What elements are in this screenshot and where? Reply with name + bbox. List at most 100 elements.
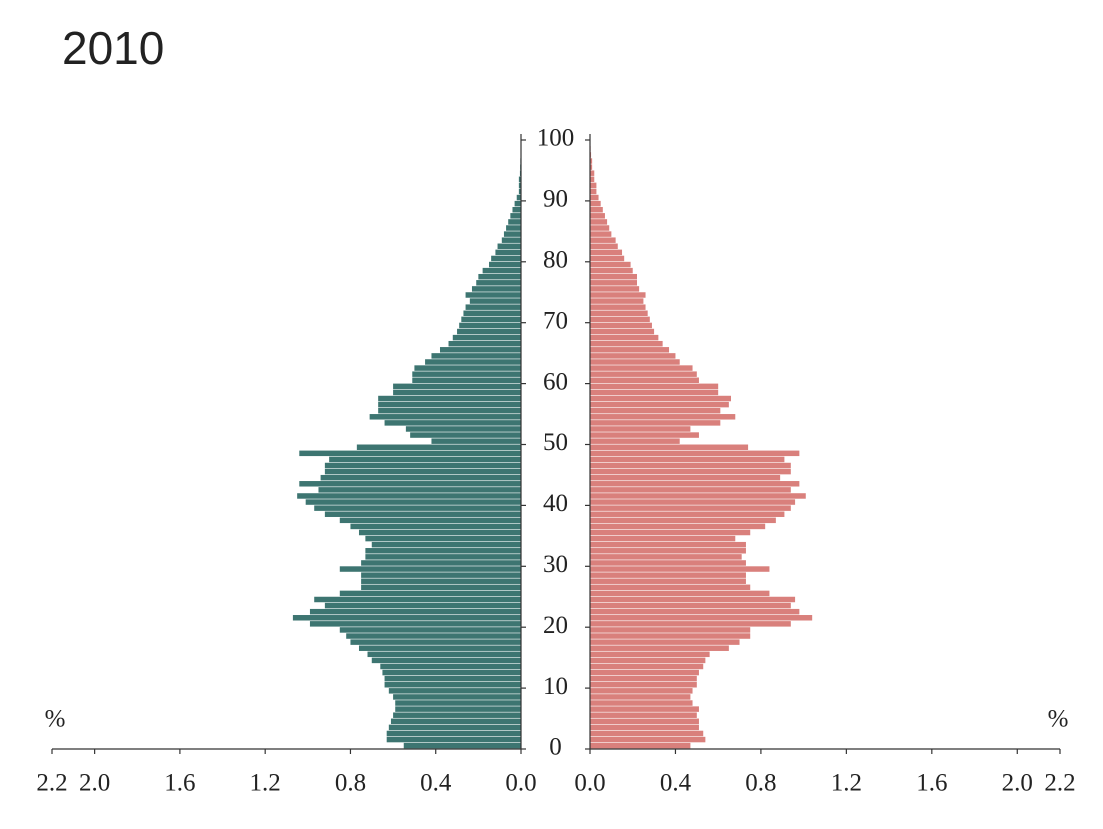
- bar: [590, 176, 595, 183]
- bar: [590, 231, 612, 237]
- bar: [471, 286, 521, 292]
- bar: [457, 328, 521, 335]
- x-tick-label: 2.2: [1044, 770, 1075, 797]
- y-tick-label: 100: [537, 125, 575, 152]
- bar: [590, 511, 785, 517]
- bar: [309, 621, 521, 627]
- bar: [590, 529, 751, 536]
- bar: [590, 535, 736, 542]
- bar: [590, 742, 691, 749]
- bar: [501, 237, 521, 243]
- bar: [590, 700, 693, 706]
- bar: [365, 554, 521, 560]
- bar: [590, 639, 740, 645]
- bar: [371, 657, 521, 664]
- bar: [412, 377, 521, 383]
- bar: [393, 694, 521, 700]
- bar: [339, 590, 521, 597]
- bar: [590, 414, 736, 420]
- x-axis-label: %: [1048, 706, 1069, 733]
- bar: [590, 450, 800, 457]
- bar: [367, 651, 521, 658]
- bar: [465, 292, 521, 298]
- bar: [590, 675, 697, 682]
- bar: [590, 615, 813, 621]
- bar: [590, 219, 608, 225]
- bar: [495, 249, 521, 256]
- bar: [395, 700, 521, 706]
- y-tick-label: 50: [543, 429, 568, 456]
- bar: [476, 280, 521, 286]
- bar: [365, 535, 521, 542]
- bar: [590, 407, 721, 414]
- x-tick-label: 2.0: [1002, 770, 1033, 797]
- bar: [590, 596, 796, 603]
- bar: [590, 468, 791, 475]
- bar: [590, 517, 776, 524]
- bar: [590, 505, 791, 511]
- bar: [590, 736, 706, 743]
- bar: [590, 371, 697, 377]
- bar: [393, 383, 521, 390]
- bar: [395, 706, 521, 712]
- bar: [590, 645, 729, 651]
- bar: [590, 304, 646, 310]
- bar: [324, 602, 521, 609]
- bar: [384, 682, 521, 688]
- bar: [514, 200, 521, 207]
- bar: [590, 548, 746, 554]
- bar: [590, 444, 749, 450]
- bar: [384, 420, 521, 426]
- bar: [384, 675, 521, 682]
- bar: [590, 627, 751, 633]
- bar: [482, 267, 521, 274]
- bar: [339, 566, 521, 572]
- bar: [356, 444, 521, 450]
- y-tick-label: 90: [543, 186, 568, 213]
- x-tick-label: 0.4: [660, 770, 692, 797]
- bar: [425, 359, 521, 365]
- bar: [590, 249, 623, 256]
- y-tick-label: 0: [549, 734, 562, 761]
- bar: [590, 493, 806, 499]
- bar: [590, 481, 800, 487]
- bar: [590, 584, 751, 591]
- bar: [393, 389, 521, 396]
- bar: [465, 304, 521, 310]
- x-tick-label: 1.6: [916, 770, 947, 797]
- bar: [386, 730, 521, 737]
- bar: [590, 572, 746, 578]
- bar: [590, 164, 593, 170]
- bar: [590, 523, 766, 530]
- bar: [320, 474, 521, 481]
- bar: [299, 481, 521, 487]
- bar: [590, 182, 597, 189]
- y-tick-label: 70: [543, 307, 568, 334]
- x-tick-label: 0.0: [505, 770, 536, 797]
- bar: [590, 383, 719, 390]
- bar: [378, 407, 521, 414]
- y-tick-label: 80: [543, 247, 568, 274]
- bar: [461, 316, 521, 323]
- bar: [590, 694, 691, 700]
- bar: [590, 200, 601, 207]
- bar: [590, 225, 610, 231]
- bar: [361, 560, 521, 566]
- bar: [431, 438, 521, 444]
- x-tick-label: 0.0: [574, 770, 605, 797]
- bar: [386, 736, 521, 743]
- bar: [590, 237, 616, 243]
- y-tick-label: 40: [543, 490, 568, 517]
- bar: [590, 499, 796, 505]
- bar: [590, 334, 659, 341]
- bar: [491, 255, 521, 262]
- bar: [590, 280, 637, 286]
- bar: [590, 706, 699, 712]
- bar: [590, 243, 618, 250]
- bar: [590, 669, 699, 676]
- bar: [590, 657, 706, 664]
- bar: [590, 578, 746, 584]
- bar: [463, 310, 521, 317]
- bar: [590, 566, 770, 572]
- bar: [403, 742, 521, 749]
